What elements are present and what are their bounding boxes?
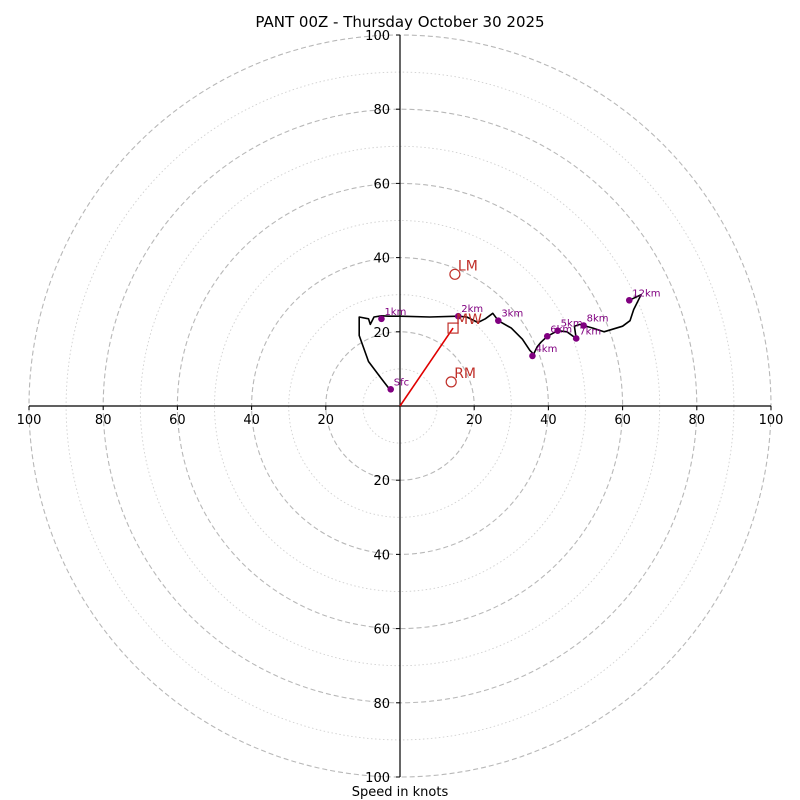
height-label: 12km [632,288,660,299]
y-tick-label: 80 [373,697,390,712]
height-label: 5km [561,319,583,330]
y-tick-label: 20 [373,474,390,489]
height-label: 2km [461,304,483,315]
storm-motion-marker [449,268,461,280]
y-tick-label: 60 [373,623,390,638]
y-tick-label: 60 [373,177,390,192]
chart-title: PANT 00Z - Thursday October 30 2025 [255,13,544,31]
x-tick-label: 40 [540,413,557,428]
height-point [454,312,462,320]
storm-motion-label: RM [454,366,476,382]
wind-trace-line [358,293,642,390]
height-point [554,327,561,334]
x-tick-label: 40 [243,413,260,428]
height-point [495,317,502,324]
x-tick-label: 20 [318,413,335,428]
x-tick-label: 100 [759,413,784,428]
x-tick-label: 20 [466,413,483,428]
shear-vector-line [399,327,454,407]
height-point [625,296,633,304]
shear-vector [399,327,454,407]
height-point [580,322,587,329]
x-tick-label: 80 [689,413,706,428]
storm-motion-marker [445,376,457,388]
x-tick-label: 100 [17,413,42,428]
height-label: 4km [535,344,557,355]
height-label: 7km [579,326,601,337]
height-label: 3km [501,309,523,320]
y-tick-label: 80 [373,103,390,118]
x-tick-label: 60 [169,413,186,428]
y-tick-label: 100 [365,29,390,44]
height-label: 6km [550,324,572,335]
x-tick-label: 60 [614,413,631,428]
storm-motion-label: MW [456,312,482,328]
height-label: Sfc [394,377,409,388]
y-tick-label: 40 [373,548,390,563]
storm-motion-label: LM [458,258,478,274]
mean-wind-marker [447,322,459,334]
x-tick-label: 80 [95,413,112,428]
height-label: 1km [384,307,406,318]
height-point [529,352,536,360]
wind-trace [358,293,642,390]
y-tick-label: 40 [373,252,390,267]
height-point [572,335,580,342]
height-point [543,332,551,340]
x-axis-label: Speed in knots [352,785,449,800]
y-tick-label: 100 [365,771,390,786]
height-label: 8km [587,313,609,324]
y-tick-label: 20 [373,326,390,341]
height-point [387,386,395,393]
storm-motion-markers: LM RM MW [445,258,482,388]
tick-labels: 100 80 60 40 20 20 40 60 80 100 100 80 60 40 20 20 40 60 8… [17,29,784,786]
height-point [378,315,385,323]
